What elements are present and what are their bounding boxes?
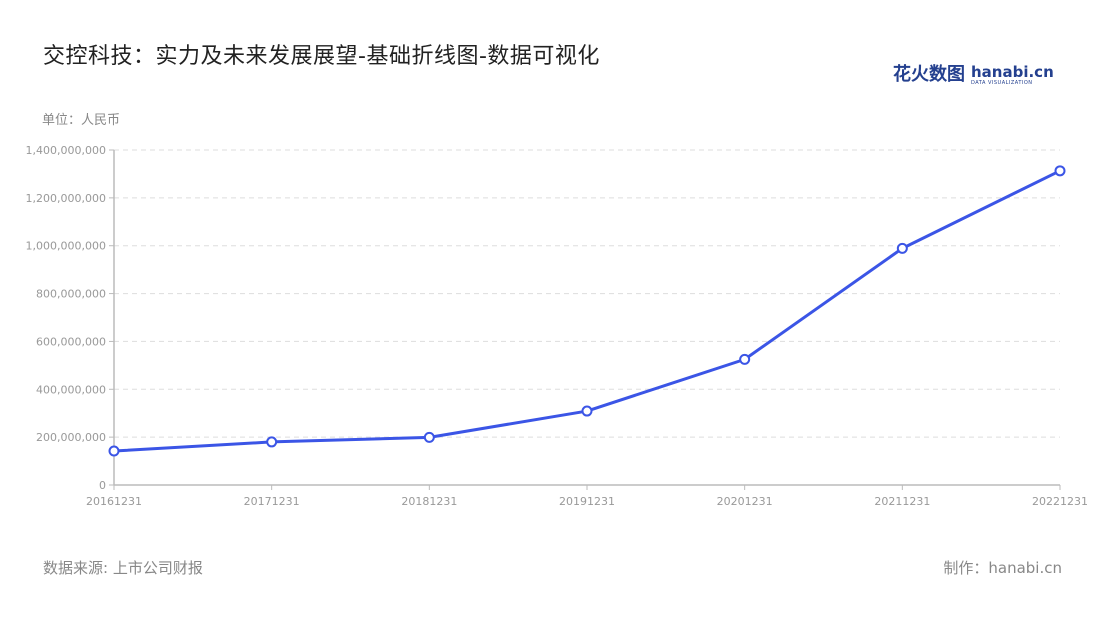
y-axis-unit-label: 单位：人民币 xyxy=(42,113,121,128)
logo-en-block: hanabi.cn DATA VISUALIZATION xyxy=(971,65,1054,86)
y-tick-label: 400,000,000 xyxy=(36,383,106,396)
data-point xyxy=(423,431,435,443)
data-point xyxy=(739,353,751,365)
x-tick-label: 20161231 xyxy=(86,495,142,508)
data-source: 数据来源: 上市公司财报 xyxy=(43,559,203,577)
logo-sub-text: DATA VISUALIZATION xyxy=(971,80,1033,86)
hanabi-logo: 花火数图 hanabi.cn DATA VISUALIZATION xyxy=(893,60,1054,86)
y-tick-label: 200,000,000 xyxy=(36,431,106,444)
y-tick-label: 1,200,000,000 xyxy=(26,192,106,205)
x-tick-label: 20211231 xyxy=(874,495,930,508)
data-point xyxy=(108,445,120,457)
y-tick-label: 800,000,000 xyxy=(36,288,106,301)
y-tick-label: 0 xyxy=(99,479,106,492)
x-tick-label: 20171231 xyxy=(244,495,300,508)
x-tick-label: 20181231 xyxy=(401,495,457,508)
y-tick-label: 1,400,000,000 xyxy=(26,144,106,157)
chart-title: 交控科技：实力及未来发展展望-基础折线图-数据可视化 xyxy=(43,44,600,69)
logo-en-text: hanabi.cn xyxy=(971,63,1054,81)
x-tick-label: 20191231 xyxy=(559,495,615,508)
logo-cn-text: 花火数图 xyxy=(893,64,965,85)
data-point xyxy=(896,242,908,254)
x-tick-label: 20221231 xyxy=(1032,495,1088,508)
maker-credit: 制作：hanabi.cn xyxy=(943,559,1062,577)
data-point xyxy=(266,436,278,448)
data-point xyxy=(581,405,593,417)
y-tick-label: 600,000,000 xyxy=(36,335,106,348)
y-tick-label: 1,000,000,000 xyxy=(26,240,106,253)
data-point xyxy=(1054,165,1066,177)
x-tick-label: 20201231 xyxy=(717,495,773,508)
